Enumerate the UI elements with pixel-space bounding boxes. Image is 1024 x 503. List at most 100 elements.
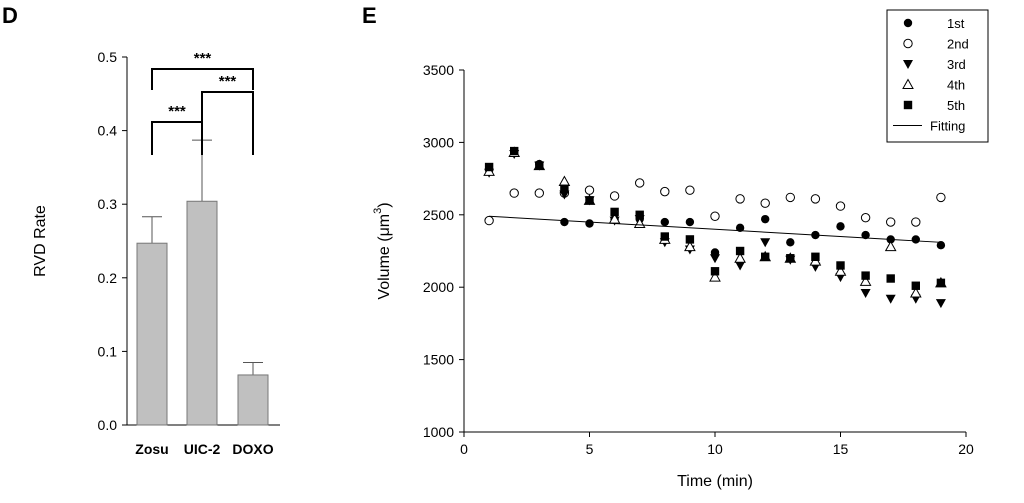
legend-label-2nd: 2nd [947,37,969,52]
panel-e-legend-box [886,9,989,143]
panel-d-y-tick-label: 0.3 [98,196,118,212]
panel-e-point-3rd [710,254,720,264]
panel-d-y-tick-label: 0.0 [98,417,118,433]
panel-e-point-2nd [660,186,670,197]
panel-e-point-2nd [685,185,695,195]
panel-e-point-5th [560,184,569,193]
panel-e-point-5th [484,162,494,172]
panel-e-point-2nd [484,215,494,226]
panel-e-y-tick-label: 1500 [423,352,454,368]
panel-e-point-5th [735,246,745,256]
panel-e-point-5th [535,161,544,170]
panel-e-point-5th [936,278,946,288]
panel-e-point-5th [510,146,519,156]
panel-e-point-2nd [509,188,519,198]
legend-marker-5th [903,100,913,110]
panel-e-point-5th [685,235,695,244]
panel-d-significance-label: *** [194,50,212,67]
panel-e-point-5th [836,261,845,270]
panel-d-bar [186,200,218,426]
panel-e-x-tick-label: 15 [833,441,849,457]
panel-d-significance-label: *** [168,103,186,120]
panel-e-y-tick-label: 1000 [423,424,454,440]
panel-e-point-5th [610,207,619,217]
panel-d-letter: D [2,3,18,28]
y-title-superscript: 3 [372,208,384,214]
panel-d-bar-chart: 0.0 0.1 0.2 0.3 0.4 0.5 Zosu UIC-2 DOXO *** *** *… [32,49,280,457]
panel-e-point-2nd [860,212,871,223]
panel-e-point-2nd [735,194,745,204]
panel-e-point-2nd [635,178,645,188]
panel-e-point-3rd [935,299,946,309]
legend-marker-1st [903,18,913,28]
panel-d-significance-bracket [201,91,254,155]
panel-e-point-5th [886,274,895,283]
panel-e-point-4th [684,240,696,252]
panel-e-point-4th [884,240,897,252]
panel-e-point-5th [761,252,770,261]
panel-e-x-tick-label: 10 [707,441,723,457]
panel-e-point-1st [685,217,695,227]
panel-e-x-tick-label: 20 [958,441,974,457]
panel-d-y-tick-label: 0.4 [98,123,118,139]
legend-label-4th: 4th [947,78,965,93]
panel-d-y-axis-title: RVD Rate [32,205,49,277]
panel-e-point-3rd [735,261,746,271]
legend-label-3rd: 3rd [947,57,966,72]
panel-d-category-label: DOXO [232,441,273,457]
panel-e-letter: E [362,3,377,28]
panel-e-x-tick-label: 5 [586,441,594,457]
panel-e-y-tick-label: 3000 [423,134,454,150]
panel-e-point-2nd [584,185,595,195]
panel-e-point-4th [709,271,721,282]
legend-marker-3rd [903,60,913,69]
panel-e-y-tick-label: 2500 [423,207,454,223]
panel-e-x-tick-label: 0 [460,441,468,457]
panel-e-point-2nd [810,194,821,204]
legend-label-fitting: Fitting [930,119,965,134]
panel-d-bar [136,242,168,426]
panel-e-point-4th [909,286,922,298]
panel-e-point-5th [660,232,669,241]
panel-e-point-5th [585,196,594,205]
panel-d-y-tick-label: 0.5 [98,49,118,65]
legend-marker-2nd [903,38,913,49]
panel-e-point-3rd [885,294,896,304]
panel-e-point-5th [635,210,644,219]
panel-e-point-2nd [609,191,620,201]
panel-e-point-1st [836,222,845,231]
panel-e-point-5th [786,254,795,263]
panel-e-point-2nd [534,188,544,198]
panel-e-fitting-line [489,215,941,243]
panel-d-bar [237,374,269,426]
legend-label-5th: 5th [947,98,965,113]
panel-e-point-3rd [760,238,771,248]
panel-e-point-4th [558,175,571,186]
panel-e-point-3rd [860,288,871,298]
panel-e-point-1st [786,238,795,247]
panel-e-point-1st [861,230,870,240]
panel-e-point-1st [735,223,745,233]
panel-e-point-2nd [785,192,795,203]
panel-e-point-1st [936,241,946,250]
panel-e-point-2nd [936,192,946,203]
panel-e-y-tick-label: 2000 [423,279,454,295]
panel-e-point-2nd [760,198,770,208]
panel-e-y-tick-label: 3500 [423,62,454,78]
panel-d-significance-bracket [151,121,203,155]
panel-e-point-4th [834,265,847,276]
panel-e-point-5th [861,271,870,280]
panel-e-point-5th [811,252,820,261]
panel-e-x-axis-title: Time (min) [677,473,753,490]
panel-e-point-2nd [911,217,921,227]
panel-d-significance-bracket [151,68,254,90]
panel-d-y-tick-label: 0.2 [98,270,118,286]
panel-d-category-label: Zosu [135,441,168,457]
panel-e-point-5th [710,267,720,276]
panel-e-point-4th [734,252,746,263]
panel-e-y-axis-title: Volume (μm3) [372,202,393,299]
panel-d-y-tick-label: 0.1 [98,343,118,359]
panel-e-point-1st [911,235,920,244]
panel-e-point-4th [859,275,872,286]
